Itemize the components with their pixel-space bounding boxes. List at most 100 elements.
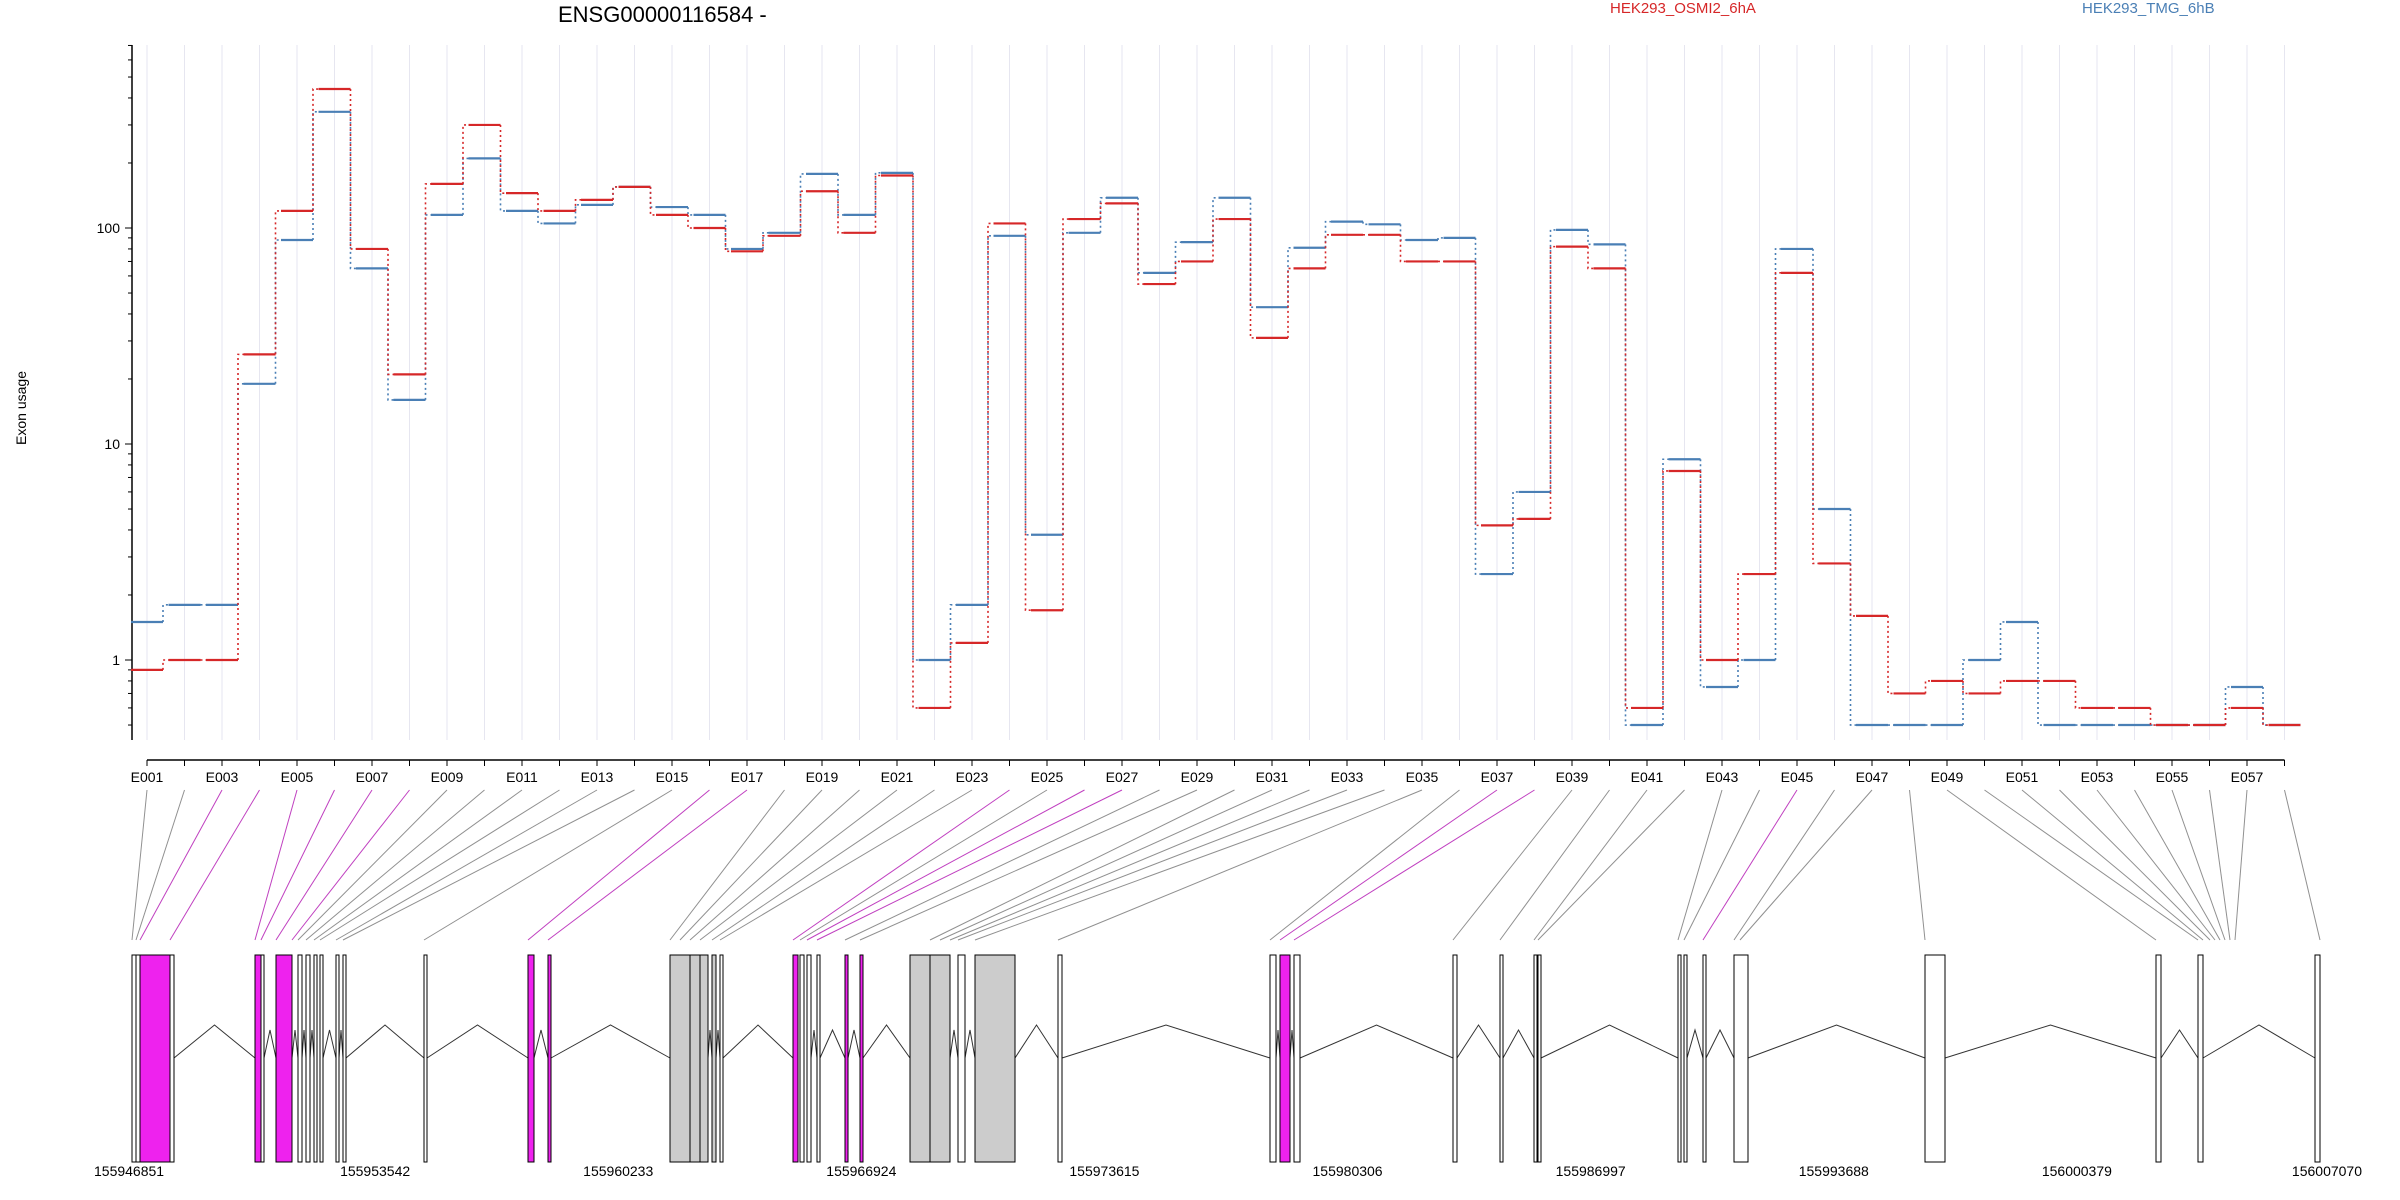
exon-connector <box>929 789 1235 941</box>
series-connector <box>1212 218 1219 262</box>
series-connector <box>349 111 356 270</box>
exon-block <box>335 954 340 1163</box>
exon-block <box>131 954 137 1163</box>
exon-connector <box>2134 789 2221 941</box>
series-connector <box>162 659 169 670</box>
series-connector <box>1399 234 1406 263</box>
series-connector <box>912 172 919 661</box>
x-tick-label: E035 <box>1406 769 1439 785</box>
intron <box>964 1029 976 1059</box>
series-connector <box>874 172 881 215</box>
series-connector <box>499 124 506 194</box>
intron <box>1456 1024 1501 1059</box>
legend-series-2: HEK293_TMG_6hB <box>2082 0 2215 17</box>
series-connector <box>1549 229 1556 492</box>
series-connector <box>799 190 806 236</box>
y-tick-label: 10 <box>104 436 120 452</box>
exon-block <box>806 954 812 1163</box>
series-connector <box>1849 563 1856 617</box>
series-connector <box>387 248 394 376</box>
intron <box>847 1029 861 1059</box>
x-tick-label: E041 <box>1631 769 1664 785</box>
exon-connector <box>1739 789 1873 941</box>
intron <box>1540 1024 1679 1059</box>
exon-connector <box>957 789 1348 941</box>
series-connector <box>1662 458 1669 726</box>
exon-block <box>2197 954 2204 1163</box>
x-tick-label: E027 <box>1106 769 1139 785</box>
x-tick-label: E003 <box>206 769 239 785</box>
legend-series-1: HEK293_OSMI2_6hA <box>1610 0 1756 17</box>
series-connector <box>949 642 956 708</box>
intron <box>1014 1024 1059 1059</box>
series-connector <box>987 222 994 643</box>
series-connector <box>874 174 881 233</box>
series-connector <box>237 382 244 605</box>
series-connector <box>1137 197 1144 274</box>
series-connector <box>237 353 244 660</box>
exon-connector <box>1533 789 1648 941</box>
intron <box>949 1029 959 1059</box>
series-connector <box>1549 245 1556 519</box>
exon-connector <box>1677 789 1723 941</box>
exon-block <box>254 954 262 1163</box>
series-connector <box>724 228 731 253</box>
exon-connector <box>2021 789 2204 941</box>
series-connector <box>1024 223 1031 612</box>
x-tick-label: E045 <box>1781 769 1814 785</box>
x-tick-label: E047 <box>1856 769 1889 785</box>
gene-model <box>131 954 2321 1163</box>
exon-connector <box>2059 789 2211 941</box>
intron <box>1705 1028 1735 1059</box>
exon-connector <box>131 789 148 941</box>
series-connector <box>1512 491 1519 575</box>
series-1 <box>131 87 2301 727</box>
x-axis: E001 E003 E005 E007 E009 E011 E013 E015 E017 E019… <box>131 759 2285 785</box>
exon-block <box>929 954 951 1163</box>
intron <box>173 1024 256 1059</box>
exon-block <box>1057 954 1063 1163</box>
exon-block <box>699 954 709 1163</box>
series-connector <box>574 199 581 211</box>
series-connector <box>837 173 844 216</box>
series-connector <box>387 268 394 401</box>
series-connector <box>912 175 919 709</box>
series-connector <box>687 207 694 216</box>
exon-connector <box>1909 789 1926 941</box>
intron <box>722 1024 794 1059</box>
series-connector <box>1662 470 1669 708</box>
intron <box>1299 1024 1454 1059</box>
exon-connector <box>1499 789 1610 941</box>
series-connector <box>162 604 169 622</box>
exon-block <box>1533 954 1538 1163</box>
exon-block <box>799 954 805 1163</box>
exon-connector <box>335 789 598 941</box>
intron <box>1747 1024 1926 1059</box>
y-axis: 1 10 100 <box>97 44 133 740</box>
series-connector <box>1437 237 1444 240</box>
series-connector <box>762 235 769 252</box>
series-connector <box>274 210 281 355</box>
x-tick-label: E017 <box>731 769 764 785</box>
exon-block <box>1293 954 1301 1163</box>
exon-block <box>1733 954 1749 1163</box>
series-connector <box>2037 621 2044 726</box>
series-connector <box>424 183 431 375</box>
x-tick-label: E051 <box>2006 769 2039 785</box>
exon-block <box>1452 954 1458 1163</box>
series-connector <box>612 186 619 200</box>
exon-block <box>816 954 821 1163</box>
exon-connector <box>679 789 823 941</box>
exon-block <box>423 954 428 1163</box>
x-tick-label: E055 <box>2156 769 2189 785</box>
series-connector <box>1324 234 1331 269</box>
exon-connector <box>974 789 1385 941</box>
x-tick-label: E033 <box>1331 769 1364 785</box>
exon-connector <box>699 789 898 941</box>
exon-block <box>1269 954 1277 1163</box>
x-tick-label: E039 <box>1556 769 1589 785</box>
series-connector <box>462 124 469 184</box>
exon-connector <box>2284 789 2321 941</box>
intron <box>862 1024 911 1059</box>
exon-connectors <box>131 789 2321 941</box>
